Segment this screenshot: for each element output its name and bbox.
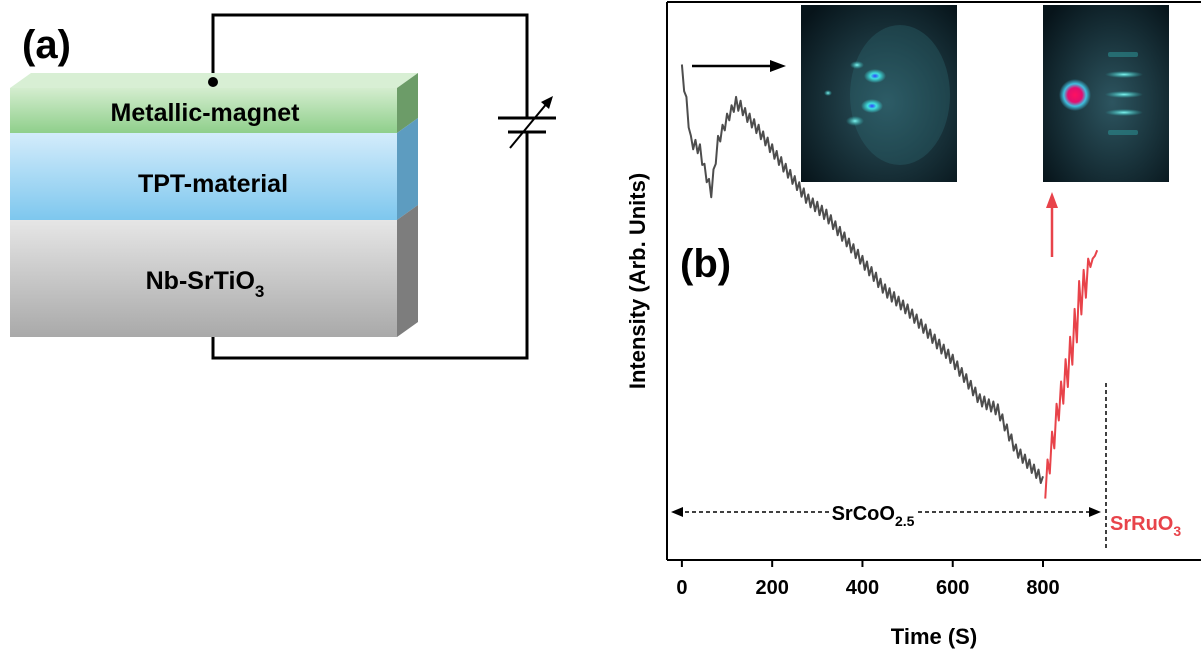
x-tick-label: 200 [755,577,788,599]
phase-label: SrRuO3 [1110,513,1181,539]
contact [208,77,218,87]
streak [1108,130,1138,135]
figure: (a) Metallic-magnet TPT-material Nb-SrTi… [0,0,1201,660]
data-line [1045,250,1097,498]
inset-image [801,5,957,182]
spot [864,69,886,83]
y-axis-label: Intensity (Arb. Units) [625,173,650,389]
subscript: 3 [1173,523,1181,539]
streak [1108,52,1138,57]
layer-label: Metallic-magnet [111,99,301,127]
x-axis-label: Time (S) [891,624,977,649]
variable-arrow [510,102,548,148]
panel-a: (a) Metallic-magnet TPT-material Nb-SrTi… [10,15,556,358]
spot [824,90,832,96]
text-part: SrRuO [1110,513,1173,535]
arrow-head [1046,192,1058,208]
streak [1105,71,1143,78]
x-tick-label: 800 [1026,577,1059,599]
text-part: SrCoO [832,503,895,525]
x-tick-label: 0 [676,577,687,599]
text-part: Nb-SrTiO [146,267,255,295]
slab-side [397,118,418,220]
x-tick-label: 600 [936,577,969,599]
streak [1105,109,1143,116]
streak [1105,91,1143,98]
spot [1059,79,1091,111]
subscript: 3 [255,282,264,301]
subscript: 2.5 [895,513,915,529]
slab-side [397,205,418,337]
layer-label: TPT-material [138,170,288,198]
panel-label: (b) [680,242,731,286]
phase-label: SrCoO2.5 [832,503,915,529]
inset-image [1043,5,1169,182]
x-tick-label: 400 [846,577,879,599]
spot [846,116,864,126]
arrow-head [1089,507,1101,517]
panel-label: (a) [22,23,71,67]
arrow-head [770,60,786,72]
arrow-head [671,507,683,517]
spot [861,99,883,113]
panel-b: (b) Time (S) Intensity (Arb. Units) SrCo… [625,2,1201,649]
diffuse [850,25,950,165]
spot [850,61,864,69]
